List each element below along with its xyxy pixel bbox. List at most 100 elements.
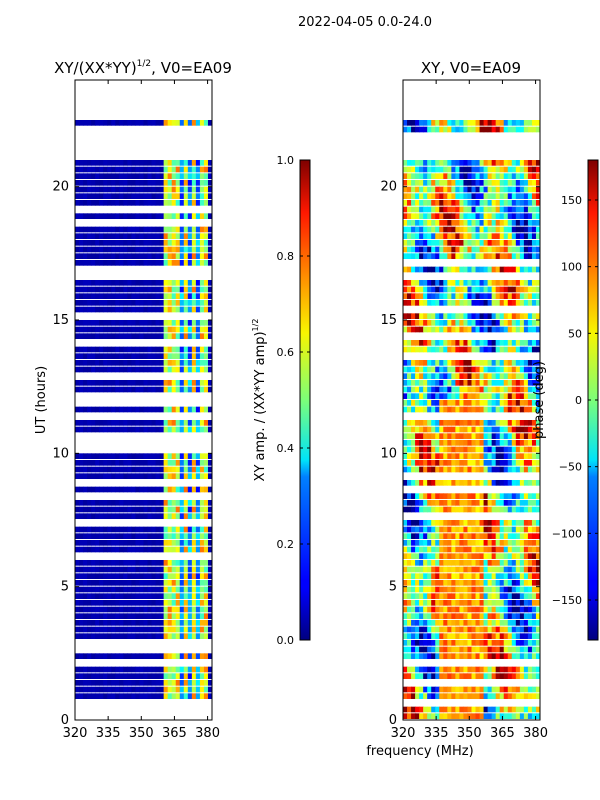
amplitude-heatmap-cell xyxy=(191,293,197,299)
amplitude-heatmap-cell xyxy=(207,526,212,533)
amplitude-heatmap-cell xyxy=(87,613,92,619)
phase-heatmap-cell xyxy=(523,573,529,579)
phase-heatmap-cell xyxy=(499,300,505,306)
amplitude-heatmap-cell xyxy=(167,673,173,679)
phase-heatmap-cell xyxy=(455,566,461,573)
phase-heatmap-cell xyxy=(447,320,452,326)
phase-heatmap-cell xyxy=(483,186,489,193)
amplitude-heatmap-cell xyxy=(175,600,181,606)
phase-heatmap-cell xyxy=(471,433,477,439)
phase-heatmap-cell xyxy=(447,420,452,426)
phase-heatmap-cell xyxy=(423,280,428,286)
amplitude-heatmap-cell xyxy=(207,473,212,479)
amplitude-heatmap-cell xyxy=(91,120,96,126)
phase-heatmap-cell xyxy=(427,346,432,353)
phase-heatmap-cell xyxy=(475,546,481,553)
phase-heatmap-cell xyxy=(427,546,432,553)
phase-heatmap-cell xyxy=(527,566,533,573)
amplitude-heatmap-cell xyxy=(147,420,153,426)
amplitude-heatmap-cell xyxy=(87,453,92,459)
phase-heatmap-cell xyxy=(427,633,432,639)
amplitude-heatmap-cell xyxy=(195,160,201,166)
phase-heatmap-cell xyxy=(523,553,529,559)
phase-heatmap-cell xyxy=(443,313,448,319)
amplitude-heatmap-cell xyxy=(107,280,112,286)
phase-heatmap-cell xyxy=(431,420,436,426)
phase-heatmap-cell xyxy=(463,253,469,259)
phase-heatmap-cell xyxy=(463,546,469,553)
phase-heatmap-cell xyxy=(471,346,477,353)
amplitude-heatmap-cell xyxy=(107,500,112,506)
amplitude-heatmap-cell xyxy=(187,246,193,253)
amplitude-heatmap-cell xyxy=(203,180,209,186)
amplitude-heatmap-cell xyxy=(183,633,189,639)
amplitude-heatmap-cell xyxy=(111,253,116,259)
amplitude-heatmap-cell xyxy=(199,186,205,193)
phase-heatmap-cell xyxy=(467,286,473,293)
phase-heatmap-cell xyxy=(475,540,481,546)
phase-heatmap-cell xyxy=(519,280,525,286)
amplitude-heatmap-cell xyxy=(199,513,205,519)
amplitude-heatmap-cell xyxy=(127,186,133,193)
phase-heatmap-cell xyxy=(435,360,440,366)
amplitude-heatmap-cell xyxy=(143,246,149,253)
phase-heatmap-cell xyxy=(527,393,533,399)
amplitude-heatmap-cell xyxy=(179,686,185,693)
phase-heatmap-cell xyxy=(447,186,452,193)
amplitude-heatmap-cell xyxy=(103,586,108,593)
phase-heatmap-cell xyxy=(483,546,489,553)
amplitude-heatmap-cell xyxy=(151,586,157,593)
phase-heatmap-cell xyxy=(519,573,525,579)
amplitude-heatmap-cell xyxy=(183,120,189,126)
amplitude-heatmap-cell xyxy=(163,586,169,593)
amplitude-heatmap-cell xyxy=(75,380,80,386)
amplitude-heatmap-cell xyxy=(131,366,137,373)
amplitude-heatmap-cell xyxy=(83,186,88,193)
phase-heatmap-cell xyxy=(443,346,448,353)
phase-heatmap-cell xyxy=(487,180,493,186)
amplitude-heatmap-cell xyxy=(79,546,84,553)
amplitude-heatmap-cell xyxy=(111,366,116,373)
phase-heatmap-cell xyxy=(459,340,465,346)
amplitude-heatmap-cell xyxy=(75,513,80,519)
phase-heatmap-cell xyxy=(407,640,412,646)
phase-heatmap-cell xyxy=(459,420,465,426)
phase-heatmap-cell xyxy=(523,520,529,526)
phase-heatmap-cell xyxy=(407,253,412,259)
amplitude-heatmap-cell xyxy=(75,226,80,233)
phase-heatmap-cell xyxy=(447,400,452,406)
amplitude-heatmap-cell xyxy=(95,286,100,293)
phase-heatmap-cell xyxy=(435,326,440,333)
phase-heatmap-cell xyxy=(483,593,489,599)
amplitude-heatmap-cell xyxy=(107,406,112,413)
phase-heatmap-cell xyxy=(511,593,517,599)
amplitude-heatmap-cell xyxy=(207,686,212,693)
amplitude-heatmap-cell xyxy=(83,173,88,179)
amplitude-heatmap-cell xyxy=(155,666,161,673)
amplitude-heatmap-cell xyxy=(119,606,124,613)
phase-heatmap-cell xyxy=(451,506,456,513)
phase-heatmap-cell xyxy=(459,380,465,386)
amplitude-heatmap-cell xyxy=(127,453,133,459)
amplitude-heatmap-cell xyxy=(183,686,189,693)
amplitude-heatmap-cell xyxy=(187,473,193,479)
amplitude-heatmap-cell xyxy=(163,540,169,546)
amplitude-heatmap-cell xyxy=(123,513,128,519)
phase-heatmap-cell xyxy=(443,166,448,173)
phase-heatmap-cell xyxy=(439,200,444,206)
amplitude-heatmap-cell xyxy=(203,186,209,193)
phase-heatmap-cell xyxy=(519,526,525,533)
phase-heatmap-cell xyxy=(527,460,533,466)
amplitude-heatmap-cell xyxy=(175,606,181,613)
phase-heatmap-cell xyxy=(491,213,497,219)
phase-heatmap-cell xyxy=(519,406,525,413)
phase-heatmap-cell xyxy=(467,426,473,433)
amplitude-heatmap-cell xyxy=(143,346,149,353)
phase-heatmap-cell xyxy=(427,220,432,226)
amplitude-heatmap-cell xyxy=(139,360,145,366)
phase-heatmap-cell xyxy=(427,640,432,646)
amplitude-heatmap-cell xyxy=(75,293,80,299)
amplitude-heatmap-cell xyxy=(99,180,104,186)
phase-heatmap-cell xyxy=(499,326,505,333)
amplitude-heatmap-cell xyxy=(207,173,212,179)
